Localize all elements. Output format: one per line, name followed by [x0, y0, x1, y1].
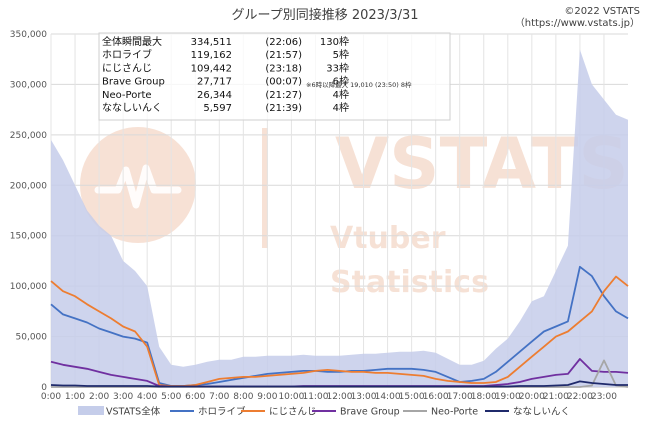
legend-label: Neo-Porte [431, 407, 478, 418]
stats-value: 334,511 [191, 37, 232, 48]
y-tick-label: 350,000 [10, 30, 47, 40]
stats-time: (23:18) [265, 63, 302, 74]
stats-label: 全体瞬間最大 [102, 35, 162, 48]
copyright-url: （https://www.vstats.jp） [515, 17, 640, 29]
series-line-5 [50, 380, 628, 388]
stats-frames: 6枠 [333, 75, 349, 88]
x-tick-label: 20:00 [519, 392, 545, 402]
legend-label: にじさんじ [269, 407, 317, 418]
legend-label: ホロライブ [198, 406, 246, 418]
plot-area [50, 49, 629, 388]
x-tick-label: 22:00 [567, 392, 593, 402]
stats-label: ホロライブ [102, 48, 152, 61]
x-tick-label: 16:00 [423, 392, 449, 402]
stats-frames: 4枠 [333, 101, 349, 114]
legend-label: Brave Group [340, 407, 400, 418]
x-tick-label: 14:00 [375, 392, 401, 402]
x-tick-label: 2:00 [89, 392, 109, 402]
watermark-divider [262, 128, 268, 248]
stats-value: 27,717 [197, 77, 232, 88]
stats-value: 119,162 [191, 50, 232, 61]
legend-label: ななしいんく [513, 407, 570, 418]
stats-time: (00:07) [265, 77, 302, 88]
x-tick-label: 1:00 [65, 392, 85, 402]
stats-table-bg [98, 32, 451, 121]
y-tick-label: 250,000 [10, 131, 47, 141]
stats-label: Neo-Porte [102, 90, 152, 101]
watermark-pulse-icon [94, 164, 182, 209]
y-tick-label: 300,000 [10, 80, 47, 90]
x-tick-label: 6:00 [185, 392, 205, 402]
x-tick-label: 23:00 [591, 392, 617, 402]
stats-note: ※6時以降最大 19,010 (23:50) 8枠 [306, 80, 412, 89]
stats-time: (22:06) [265, 37, 302, 48]
x-tick-label: 3:00 [113, 392, 133, 402]
stats-time: (21:39) [265, 103, 302, 114]
y-tick-label: 150,000 [10, 232, 47, 242]
stats-label: ななしいんく [102, 102, 162, 114]
x-tick-label: 21:00 [543, 392, 569, 402]
stats-label: にじさんじ [102, 62, 152, 74]
legend: VSTATS全体 ホロライブ にじさんじ Brave Group Neo-Porte なな… [78, 406, 570, 418]
series-line-2 [50, 275, 629, 387]
x-tick-label: 19:00 [495, 392, 521, 402]
stats-frames: 33枠 [326, 61, 349, 74]
x-tick-label: 7:00 [209, 392, 229, 402]
watermark: VSTATS Vtuber Statistics [80, 123, 629, 300]
x-tick-label: 18:00 [471, 392, 497, 402]
x-tick-label: 9:00 [257, 392, 277, 402]
x-tick-label: 13:00 [351, 392, 377, 402]
chart-title: グループ別同接推移 2023/3/31 [231, 7, 418, 23]
x-tick-label: 4:00 [137, 392, 157, 402]
copyright: ©2022 VSTATS [564, 6, 640, 17]
stats-value: 109,442 [191, 63, 232, 74]
series-area-0 [51, 49, 628, 387]
y-tick-label: 0 [41, 383, 47, 393]
y-tick-label: 50,000 [16, 333, 48, 343]
legend-label: VSTATS全体 [106, 406, 161, 418]
stats-value: 26,344 [197, 90, 232, 101]
x-tick-label: 11:00 [302, 392, 328, 402]
series-line-1 [50, 265, 629, 387]
stats-frames: 5枠 [333, 48, 349, 61]
stats-frames: 130枠 [320, 35, 349, 48]
y-tick-label: 100,000 [10, 282, 47, 292]
legend-swatch [78, 406, 104, 415]
x-axis: 0:00 1:00 2:00 3:00 4:00 5:00 6:00 7:00 8:00 9:00… [41, 392, 617, 402]
stats-time: (21:27) [265, 90, 302, 101]
x-tick-label: 12:00 [327, 392, 353, 402]
stats-value: 5,597 [203, 103, 232, 114]
x-tick-label: 10:00 [278, 392, 304, 402]
y-tick-label: 200,000 [10, 181, 47, 191]
stats-label: Brave Group [102, 77, 165, 88]
watermark-line2: Statistics [330, 265, 489, 300]
x-tick-label: 8:00 [233, 392, 253, 402]
x-tick-label: 15:00 [399, 392, 425, 402]
stats-time: (21:57) [265, 50, 302, 61]
x-tick-label: 5:00 [161, 392, 181, 402]
x-tick-label: 17:00 [447, 392, 473, 402]
stats-frames: 4枠 [333, 88, 349, 101]
x-tick-label: 0:00 [41, 392, 61, 402]
y-axis: 0 50,000 100,000 150,000 200,000 250,000 300,0… [10, 30, 47, 393]
